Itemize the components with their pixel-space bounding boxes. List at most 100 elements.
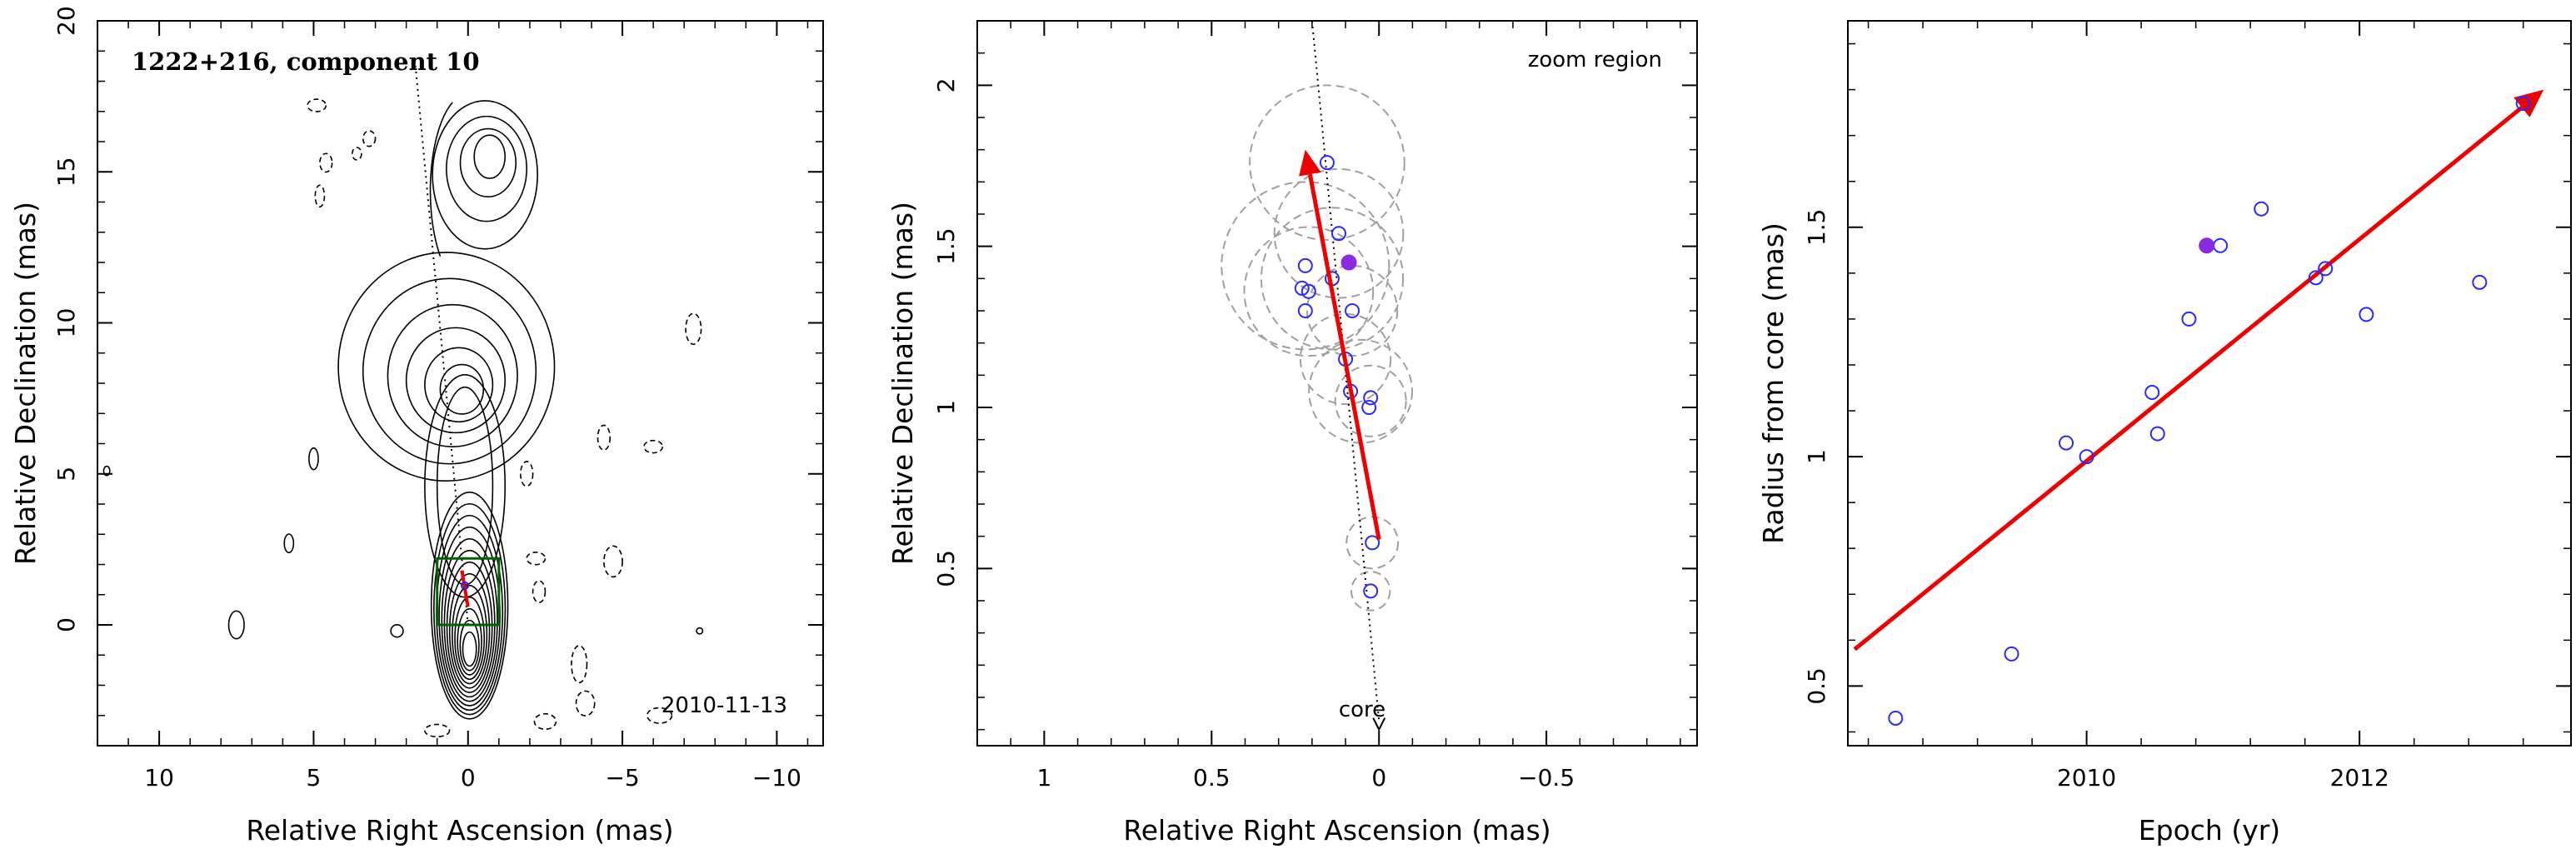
p2-core-direction-line bbox=[1310, 21, 1380, 722]
noise-contour bbox=[571, 645, 588, 684]
noise-contour bbox=[532, 580, 547, 603]
highlight-point bbox=[1340, 254, 1357, 271]
data-point bbox=[2004, 646, 2019, 662]
p3-ylabel: Radius from core (mas) bbox=[1757, 222, 1790, 544]
data-point bbox=[2359, 307, 2374, 322]
lobe-contour bbox=[432, 100, 538, 250]
data-point bbox=[2254, 201, 2269, 217]
motion-arrow-head bbox=[1299, 149, 1321, 177]
core-contour bbox=[454, 596, 486, 681]
blob-contour bbox=[424, 347, 494, 423]
error-circle bbox=[1308, 338, 1413, 444]
p1-jet-axis-line bbox=[414, 66, 469, 626]
noise-contour bbox=[319, 152, 333, 173]
noise-contour bbox=[362, 130, 377, 147]
lobe-contour bbox=[459, 127, 517, 197]
data-point bbox=[2472, 274, 2488, 290]
error-circle bbox=[1243, 226, 1375, 357]
p1-y-tick-label: 5 bbox=[52, 467, 80, 482]
noise-contour bbox=[575, 690, 596, 717]
p3-x-tick-label: 2010 bbox=[2057, 764, 2116, 792]
motion-arrow-shaft bbox=[1307, 173, 1381, 540]
data-point bbox=[1297, 257, 1313, 273]
p1-y-tick-label: 0 bbox=[52, 617, 80, 632]
noise-contour bbox=[307, 98, 327, 112]
fit-arrow-shaft bbox=[1853, 106, 2524, 652]
data-point bbox=[1319, 155, 1335, 171]
fit-arrow-head bbox=[2514, 89, 2544, 117]
p1-y-tick-label: 15 bbox=[52, 157, 80, 187]
noise-contour bbox=[424, 723, 451, 738]
p3-fit-arrow bbox=[1853, 89, 2544, 652]
error-circle bbox=[1345, 516, 1400, 570]
blob-contour bbox=[405, 327, 507, 434]
core-contour bbox=[436, 514, 504, 712]
p2-x-tick-label: 0.5 bbox=[1193, 764, 1231, 792]
data-point bbox=[2308, 270, 2324, 286]
data-point bbox=[2079, 449, 2094, 465]
noise-contour bbox=[685, 312, 702, 346]
p2-y-tick-label: 1 bbox=[932, 400, 960, 415]
data-point bbox=[2213, 237, 2229, 253]
p2-zoom-label: zoom region bbox=[1528, 47, 1662, 72]
panel-radius-epoch: 2010 2012 0.5 1 1.5 Epoch (yr) Radius from c… bbox=[1757, 20, 2572, 847]
data-point bbox=[1363, 583, 1379, 599]
p1-y-tick-label: 10 bbox=[52, 308, 80, 338]
error-circle bbox=[1305, 264, 1399, 357]
p2-x-tick-label: 0 bbox=[1371, 764, 1386, 792]
lobe-contour bbox=[446, 115, 527, 222]
noise-contour bbox=[102, 465, 111, 477]
panel-contour-map: 10 5 0 −5 −10 0 5 10 15 20 1222+216, component 10… bbox=[9, 6, 824, 847]
noise-contour bbox=[646, 707, 673, 724]
p1-ylabel: Relative Declination (mas) bbox=[9, 202, 42, 565]
noise-contour bbox=[696, 627, 704, 635]
error-circle bbox=[1273, 167, 1405, 299]
noise-contour bbox=[597, 424, 612, 451]
p2-ylabel: Relative Declination (mas) bbox=[886, 202, 919, 565]
p1-frame bbox=[97, 20, 824, 747]
error-circle bbox=[1221, 181, 1390, 351]
noise-contour bbox=[526, 552, 547, 566]
data-point bbox=[1888, 710, 1904, 726]
noise-contour bbox=[351, 147, 362, 161]
p2-motion-arrow bbox=[1299, 149, 1381, 540]
data-point bbox=[1297, 303, 1313, 318]
p1-zoom-box bbox=[436, 557, 501, 627]
p1-x-tick-label: 5 bbox=[307, 764, 322, 792]
p1-core-marks bbox=[460, 570, 470, 607]
p1-contours bbox=[102, 98, 704, 738]
p2-x-tick-label: 1 bbox=[1036, 764, 1051, 792]
p1-title: 1222+216, component 10 bbox=[132, 47, 480, 76]
p3-y-tick-label: 0.5 bbox=[1803, 667, 1830, 705]
p1-date: 2010-11-13 bbox=[661, 693, 787, 718]
p3-points bbox=[1888, 96, 2531, 726]
noise-contour bbox=[227, 610, 245, 640]
p2-frame bbox=[976, 20, 1698, 747]
lobe-contour bbox=[429, 102, 453, 257]
core-contour bbox=[457, 607, 482, 676]
p2-y-tick-label: 2 bbox=[932, 77, 960, 92]
p2-y-tick-label: 1.5 bbox=[932, 227, 960, 265]
error-circle bbox=[1260, 207, 1405, 351]
p3-axes: 2010 2012 0.5 1 1.5 bbox=[1803, 21, 2571, 792]
data-point bbox=[1345, 303, 1360, 318]
data-point bbox=[2515, 96, 2531, 112]
data-point bbox=[2059, 435, 2074, 451]
core-contour bbox=[452, 584, 488, 685]
data-point bbox=[1363, 390, 1379, 406]
noise-contour bbox=[308, 447, 319, 471]
data-point bbox=[1365, 535, 1380, 551]
data-point bbox=[1361, 400, 1377, 415]
error-circle bbox=[1334, 364, 1407, 437]
noise-contour bbox=[314, 184, 326, 208]
blob-contour bbox=[337, 252, 556, 482]
p3-y-tick-label: 1.5 bbox=[1803, 209, 1830, 247]
data-point bbox=[1300, 283, 1316, 299]
data-point bbox=[2181, 311, 2197, 327]
data-point bbox=[1331, 226, 1347, 242]
error-circle bbox=[1249, 84, 1405, 241]
core-contour bbox=[441, 537, 498, 702]
p3-xlabel: Epoch (yr) bbox=[2139, 814, 2280, 847]
noise-contour bbox=[533, 712, 557, 731]
